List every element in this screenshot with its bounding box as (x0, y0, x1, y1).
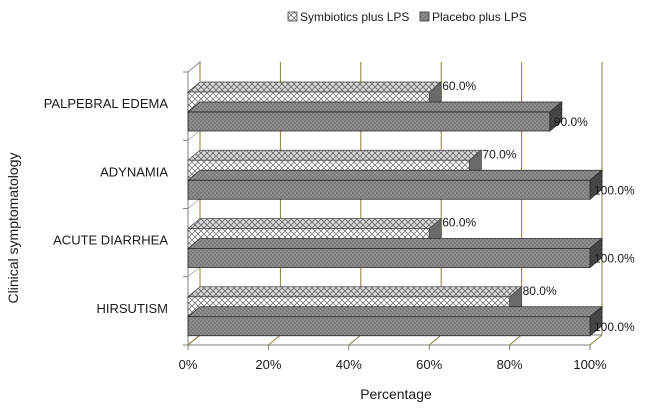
x-tick-label: 40% (336, 357, 362, 372)
data-label-symbiotics: 80.0% (523, 284, 557, 298)
bar-symbiotics-top (186, 81, 443, 93)
gridline-floor (589, 334, 603, 346)
data-label-placebo: 90.0% (554, 115, 588, 129)
data-label-symbiotics: 60.0% (442, 79, 476, 93)
x-tick-label: 100% (573, 357, 607, 372)
y-wall-line (187, 198, 201, 209)
bar-placebo-top (186, 169, 604, 181)
legend-swatch-placebo (419, 11, 430, 22)
gridline-floor (268, 334, 281, 346)
gridline-floor (348, 334, 362, 346)
x-tick-label: 80% (497, 357, 523, 372)
y-axis-title: Clinical symptomatology (5, 153, 21, 304)
data-label-symbiotics: 60.0% (442, 216, 476, 230)
x-tick-label: 60% (416, 357, 442, 372)
y-wall-line (187, 61, 201, 73)
legend-label-placebo: Placebo plus LPS (432, 10, 527, 24)
legend: Symbiotics plus LPS Placebo plus LPS (287, 10, 527, 24)
bar-placebo-top (186, 238, 604, 249)
bar-placebo-front (187, 316, 591, 337)
data-label-placebo: 100.0% (594, 183, 635, 197)
bar-placebo (186, 169, 604, 201)
bar-placebo-front (187, 248, 591, 268)
category-label: ADYNAMIA (100, 164, 168, 179)
data-label-symbiotics: 70.0% (482, 147, 516, 161)
bar-placebo (186, 101, 563, 132)
gridline-floor (509, 334, 522, 346)
bar-placebo-top (186, 101, 563, 113)
category-label: ACUTE DIARRHEA (53, 233, 168, 248)
legend-label-symbiotics: Symbiotics plus LPS (300, 10, 409, 24)
bar-placebo-top (186, 306, 604, 318)
category-label: HIRSUTISM (97, 301, 169, 316)
y-wall-line (187, 129, 201, 141)
x-tick-label: 20% (255, 357, 281, 372)
bar-placebo (186, 305, 604, 337)
category-label: PALPEBRAL EDEMA (44, 96, 169, 111)
gridline-floor (187, 334, 201, 346)
bar-placebo-front (187, 179, 591, 200)
bar-placebo (186, 237, 604, 269)
x-axis-title: Percentage (360, 386, 432, 402)
data-label-placebo: 100.0% (594, 252, 635, 266)
gridline-floor (428, 334, 442, 346)
category-labels: PALPEBRAL EDEMA ADYNAMIA ACUTE DIARRHEA HIR… (44, 96, 169, 316)
legend-swatch-symbiotics (287, 11, 298, 22)
bar-symbiotics-top (186, 218, 443, 229)
data-label-placebo: 100.0% (594, 320, 635, 334)
bar-symbiotics-top (186, 149, 483, 161)
x-tick-label: 0% (179, 357, 198, 372)
x-tick-labels: 0% 20% 40% 60% 80% 100% (179, 357, 607, 372)
bar-symbiotics-top (186, 286, 523, 298)
y-wall-line (187, 266, 201, 278)
bars (186, 81, 604, 337)
bar-placebo-front (187, 111, 551, 132)
bar-labels: 60.0% 90.0% 70.0% 100.0% 60.0% 100.0% 80.0% 100… (442, 79, 635, 334)
